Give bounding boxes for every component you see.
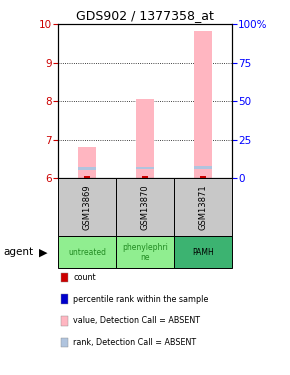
Bar bbox=[78, 147, 96, 178]
Text: value, Detection Call = ABSENT: value, Detection Call = ABSENT bbox=[73, 316, 200, 326]
Text: ▶: ▶ bbox=[39, 247, 48, 257]
Bar bbox=[194, 166, 212, 168]
Text: GSM13870: GSM13870 bbox=[140, 184, 150, 230]
Text: phenylephri
ne: phenylephri ne bbox=[122, 243, 168, 261]
Bar bbox=[84, 176, 90, 178]
Text: untreated: untreated bbox=[68, 248, 106, 257]
Text: percentile rank within the sample: percentile rank within the sample bbox=[73, 295, 209, 304]
Bar bbox=[200, 176, 206, 178]
Bar bbox=[78, 167, 96, 170]
Bar bbox=[136, 99, 154, 178]
Text: GSM13869: GSM13869 bbox=[82, 184, 92, 230]
Bar bbox=[136, 166, 154, 169]
Text: agent: agent bbox=[3, 247, 33, 257]
Text: PAMH: PAMH bbox=[192, 248, 214, 257]
Text: count: count bbox=[73, 273, 96, 282]
Title: GDS902 / 1377358_at: GDS902 / 1377358_at bbox=[76, 9, 214, 22]
Text: GSM13871: GSM13871 bbox=[198, 184, 208, 230]
Bar bbox=[142, 176, 148, 178]
Text: rank, Detection Call = ABSENT: rank, Detection Call = ABSENT bbox=[73, 338, 197, 347]
Bar bbox=[194, 31, 212, 178]
